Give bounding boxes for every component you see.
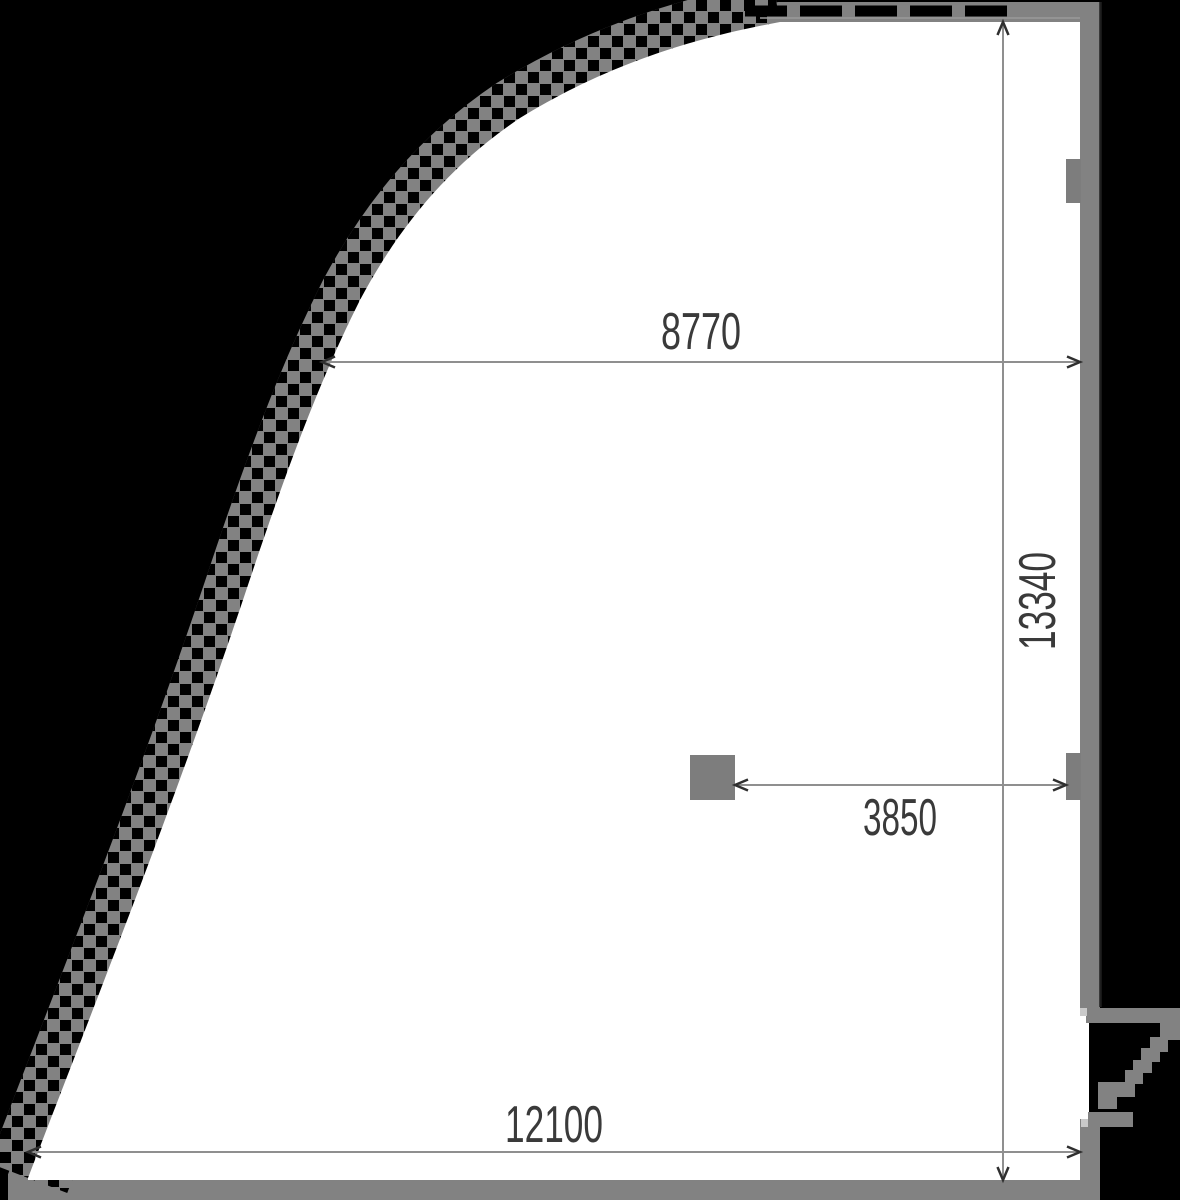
arrow-left-icon — [731, 778, 749, 792]
column — [690, 755, 735, 800]
wall-pilaster-upper — [1066, 159, 1081, 203]
dimension-label-top-width: 8770 — [661, 303, 741, 361]
arrow-left-icon — [318, 355, 336, 369]
arrow-down-icon — [996, 1166, 1010, 1184]
wall-pilaster-lower — [1066, 753, 1081, 800]
door-jamb-marker-bottom — [1081, 1119, 1088, 1127]
passage-step-3 — [1141, 1048, 1160, 1062]
arrow-left-icon — [24, 1145, 42, 1159]
arrow-right-icon — [1052, 778, 1070, 792]
dimension-label-column-offset: 3850 — [863, 789, 937, 847]
arrow-right-icon — [1066, 355, 1084, 369]
room-interior — [28, 22, 1080, 1180]
passage-step-1 — [1160, 1022, 1180, 1040]
dimension-label-right-height: 13340 — [1009, 552, 1067, 650]
passage-step-6 — [1098, 1082, 1135, 1097]
passage-strip-top — [1086, 1008, 1180, 1023]
passage-step-5 — [1125, 1070, 1143, 1084]
passage-step-7 — [1098, 1095, 1117, 1109]
door-jamb-marker-top — [1080, 1008, 1087, 1016]
wall-opening-interior — [1080, 1015, 1089, 1119]
dimension-label-bottom-width: 12100 — [505, 1096, 603, 1154]
passage-strip-bottom — [1088, 1112, 1133, 1127]
arrow-right-icon — [1066, 1145, 1084, 1159]
passage-step-4 — [1133, 1060, 1152, 1073]
arrow-up-icon — [996, 18, 1010, 36]
